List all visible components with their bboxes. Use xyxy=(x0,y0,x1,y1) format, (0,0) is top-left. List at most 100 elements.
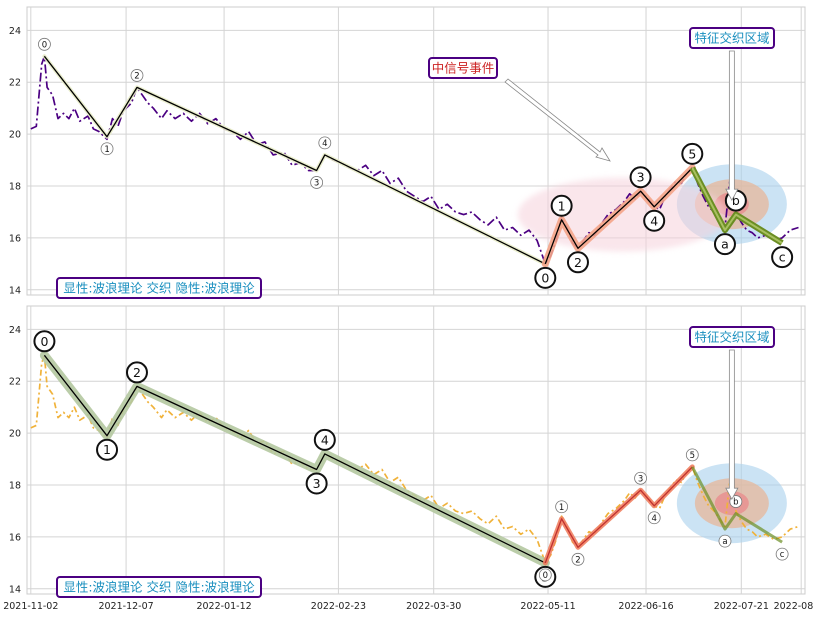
main-wave-label: 4 xyxy=(321,432,329,447)
event-label: 中信号事件 xyxy=(432,61,495,76)
x-tick-label: 2021-11-02 xyxy=(3,601,58,612)
mid-wave-label-circle xyxy=(634,471,647,485)
abc-wave-label: b xyxy=(733,498,738,508)
mid-wave-label: 3 xyxy=(637,170,645,185)
y-tick-label: 20 xyxy=(9,429,21,440)
x-tick-label: 2022-07-21 xyxy=(714,601,769,612)
main-wave-label-circle xyxy=(318,136,332,150)
corner-label-box xyxy=(56,576,262,598)
y-tick-label: 14 xyxy=(9,584,21,595)
mid-wave-label-circle xyxy=(681,142,704,165)
mid-wave-label: 3 xyxy=(638,474,643,484)
corner-label-box xyxy=(56,277,262,299)
y-tick-label: 18 xyxy=(9,182,21,193)
y-tick-label: 14 xyxy=(9,285,21,296)
mid-wave-label: 0 xyxy=(541,270,549,285)
main-wave-label: 3 xyxy=(314,179,319,189)
main-wave-label: 1 xyxy=(103,442,111,457)
main-wave-label-circle xyxy=(125,361,148,384)
y-tick-label: 18 xyxy=(9,481,21,492)
main-wave-label-circle xyxy=(305,472,328,495)
main-wave-line xyxy=(43,55,546,265)
main-wave-label: 1 xyxy=(104,145,109,155)
main-wave-label-circle xyxy=(130,69,144,82)
abc-wave-label: c xyxy=(779,250,786,265)
plot-area xyxy=(26,6,806,296)
x-tick-label: 2022-03-30 xyxy=(406,601,461,612)
x-tick-label: 2022-01-12 xyxy=(196,601,251,612)
mid-wave-label-circle xyxy=(538,568,552,582)
abc-wave-label: c xyxy=(780,550,785,560)
zone-label-box xyxy=(689,27,775,49)
abc-wave-label-circle xyxy=(771,246,794,269)
x-tick-label: 2022-02-23 xyxy=(311,601,366,612)
abc-wave-label: a xyxy=(722,537,727,547)
x-tick-label: 2022-08-12 xyxy=(774,601,813,612)
y-tick-label: 22 xyxy=(9,78,21,89)
event-halo xyxy=(517,177,728,252)
mid-wave-label-circle xyxy=(534,266,557,289)
corner-label: 显性:波浪理论 交织 隐性:波浪理论 xyxy=(63,281,255,296)
mid-wave-label: 4 xyxy=(651,514,656,524)
zone-arrow xyxy=(725,50,739,202)
event-arrow xyxy=(504,78,611,162)
main-wave-label: 4 xyxy=(322,139,327,149)
main-wave-label-circle xyxy=(100,142,114,156)
zone-label: 特征交织区域 xyxy=(694,330,769,345)
mid-wave-label-circle xyxy=(629,166,652,189)
mid-wave-label-circle xyxy=(647,511,661,525)
main-wave-label: 0 xyxy=(42,40,47,50)
mid-wave-label-circle xyxy=(643,209,666,232)
abc-wave-label: a xyxy=(721,237,729,252)
mid-wave-line xyxy=(544,167,693,265)
abc-wave-label: b xyxy=(732,193,740,208)
mid-wave-label-circle xyxy=(555,500,569,514)
main-wave-label-circle xyxy=(310,176,324,189)
abc-wave-highlight xyxy=(691,167,783,244)
y-tick-label: 24 xyxy=(9,325,21,336)
zone-label-box xyxy=(689,326,775,348)
mid-wave-label: 1 xyxy=(558,198,566,213)
main-wave-label-circle xyxy=(33,330,56,353)
main-wave-label: 2 xyxy=(134,71,139,81)
mid-wave-label: 5 xyxy=(690,451,695,461)
x-tick-label: 2022-06-16 xyxy=(618,601,673,612)
main-wave-label-circle xyxy=(313,428,336,451)
plot-area xyxy=(26,305,806,595)
abc-wave-label-circle xyxy=(729,495,743,508)
mid-wave-line xyxy=(544,466,693,564)
abc-wave-label-circle xyxy=(775,547,789,561)
abc-wave-line xyxy=(690,466,783,544)
mid-wave-label-circle xyxy=(571,552,585,566)
event-label-box xyxy=(428,57,498,79)
main-wave-label: 3 xyxy=(313,476,321,491)
y-tick-label: 20 xyxy=(9,130,21,141)
zone-label: 特征交织区域 xyxy=(694,31,769,46)
mid-wave-label-circle xyxy=(550,194,573,217)
mid-wave-label: 2 xyxy=(575,555,580,565)
x-tick-label: 2021-12-07 xyxy=(98,601,153,612)
mid-wave-label: 4 xyxy=(650,213,658,228)
x-tick-label: 2022-05-11 xyxy=(520,601,575,612)
corner-label: 显性:波浪理论 交织 隐性:波浪理论 xyxy=(63,580,255,595)
mid-wave-label: 1 xyxy=(559,503,564,513)
panel-top: 141618202224012345012345abc特征交织区域中信号事件显性… xyxy=(9,6,806,299)
mid-wave-label: 5 xyxy=(688,146,696,161)
y-tick-label: 24 xyxy=(9,26,21,37)
mid-wave-label: 2 xyxy=(574,255,582,270)
y-tick-label: 22 xyxy=(9,377,21,388)
zone-arrow xyxy=(725,349,739,501)
mid-wave-label: 0 xyxy=(543,571,548,581)
abc-wave-label-circle xyxy=(718,534,732,548)
y-tick-label: 16 xyxy=(9,233,21,244)
main-wave-label-circle xyxy=(96,438,119,461)
main-wave-label-circle xyxy=(38,37,51,51)
abc-wave-label-circle xyxy=(713,233,736,256)
mid-wave-label-circle xyxy=(685,448,699,462)
mid-wave-label-circle xyxy=(566,251,589,274)
main-wave-label: 2 xyxy=(133,365,141,380)
panel-bottom: 141618202224012345012345abc特征交织区域显性:波浪理论… xyxy=(9,305,806,598)
y-tick-label: 16 xyxy=(9,532,21,543)
main-wave-line xyxy=(43,354,546,564)
